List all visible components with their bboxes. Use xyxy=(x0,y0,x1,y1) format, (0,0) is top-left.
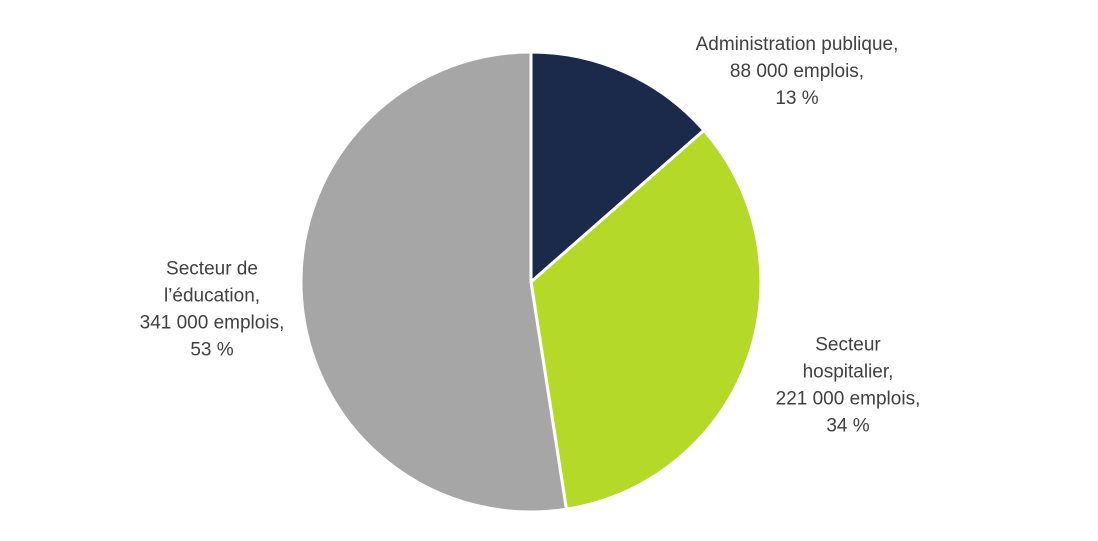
slice-label-line: Secteur de xyxy=(166,259,258,280)
pie-slices xyxy=(299,50,763,514)
slice-label-line: 88 000 emplois, xyxy=(730,61,864,82)
slice-label-line: 34 % xyxy=(826,416,869,437)
pie-slice-2 xyxy=(529,128,763,511)
slice-label-line: Administration publique, xyxy=(696,34,899,55)
slice-label-line: 53 % xyxy=(190,340,233,361)
pie-slice-3 xyxy=(299,50,569,514)
slice-label-line: l’éducation, xyxy=(164,286,260,307)
slice-label-2: Secteur hospitalier, 221 000 emplois, 34 % xyxy=(776,335,921,437)
pie-labels: Administration publique, 88 000 emplois, 1… xyxy=(140,34,921,437)
pie-slice-1 xyxy=(529,50,707,286)
slice-label-line: hospitalier, xyxy=(803,362,894,383)
slice-label-line: Secteur xyxy=(815,335,881,356)
slice-label-3: Secteur de l’éducation, 341 000 emplois, 53… xyxy=(140,259,285,361)
slice-label-line: 13 % xyxy=(775,88,818,109)
slice-label-1: Administration publique, 88 000 emplois, 1… xyxy=(696,34,899,109)
slice-label-line: 341 000 emplois, xyxy=(140,313,285,334)
slice-label-line: 221 000 emplois, xyxy=(776,389,921,410)
